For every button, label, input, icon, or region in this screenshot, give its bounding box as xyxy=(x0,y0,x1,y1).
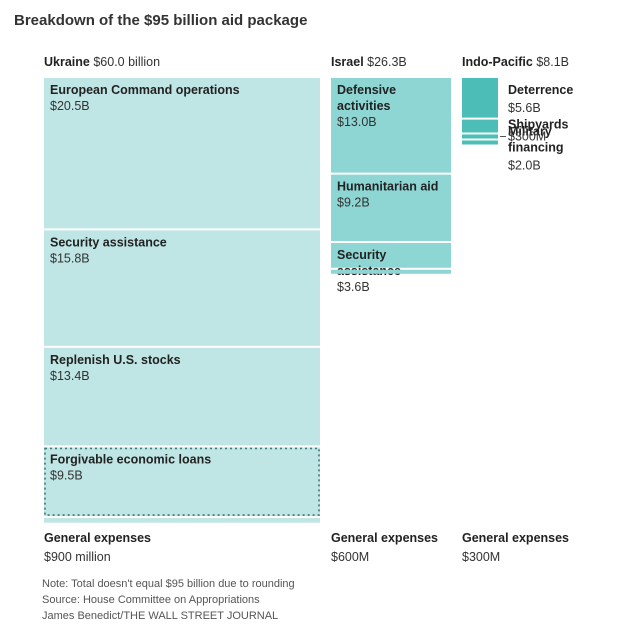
label-israel-humanitarian-aid: Humanitarian aid xyxy=(337,180,438,194)
label-ukraine-replenish-u-s-stocks: Replenish U.S. stocks xyxy=(50,353,181,367)
tile-israel-general-expenses xyxy=(331,269,451,274)
footnote-note: Note: Total doesn't equal $95 billion du… xyxy=(42,578,295,590)
value-israel-security-assistance: $3.6B xyxy=(337,280,370,294)
tile-ukraine-security-assistance xyxy=(44,230,320,346)
footnote-credit: James Benedict/THE WALL STREET JOURNAL xyxy=(42,610,279,622)
tile-ukraine-general-expenses xyxy=(44,518,320,523)
label-indo_pacific-general-expenses: General expenses xyxy=(462,531,569,545)
label-ukraine-general-expenses: General expenses xyxy=(44,531,151,545)
value-ukraine-replenish-u-s-stocks: $13.4B xyxy=(50,369,90,383)
label-indo_pacific-deterrence: Deterrence xyxy=(508,83,573,97)
label-ukraine-security-assistance: Security assistance xyxy=(50,235,167,249)
label-israel-security-assistance-l0: Security xyxy=(337,248,386,262)
label-israel-defensive-activities-l0: Defensive xyxy=(337,83,396,97)
value-ukraine-security-assistance: $15.8B xyxy=(50,251,90,265)
value-indo_pacific-military-financing: $2.0B xyxy=(508,159,541,173)
tile-indo_pacific-military-financing xyxy=(462,119,498,133)
label-indo_pacific-shipyards: Shipyards xyxy=(508,117,568,131)
tile-outline-ukraine-forgivable-economic-loans xyxy=(44,447,320,516)
header-israel: Israel $26.3B xyxy=(331,55,407,69)
tile-ukraine-forgivable-economic-loans xyxy=(44,447,320,517)
value-israel-defensive-activities: $13.0B xyxy=(337,115,377,129)
label-ukraine-forgivable-economic-loans: Forgivable economic loans xyxy=(50,452,211,466)
value-ukraine-general-expenses: $900 million xyxy=(44,550,111,564)
tile-israel-security-assistance xyxy=(331,243,451,268)
footnote-source: Source: House Committee on Appropriation… xyxy=(42,594,260,606)
value-indo_pacific-shipyards: $300M xyxy=(508,129,546,143)
value-israel-general-expenses: $600M xyxy=(331,550,369,564)
tile-israel-defensive-activities xyxy=(331,78,451,173)
label-indo_pacific-military-financing-l1: financing xyxy=(508,141,564,155)
tile-ukraine-european-command-operations xyxy=(44,78,320,229)
label-israel-defensive-activities-l1: activities xyxy=(337,99,391,113)
value-israel-humanitarian-aid: $9.2B xyxy=(337,196,370,210)
tile-indo_pacific-general-expenses xyxy=(462,140,498,145)
chart-title: Breakdown of the $95 billion aid package xyxy=(14,12,308,29)
tile-ukraine-replenish-u-s-stocks xyxy=(44,347,320,446)
tile-indo_pacific-deterrence xyxy=(462,78,498,118)
tile-indo_pacific-shipyards xyxy=(462,134,498,139)
label-israel-general-expenses: General expenses xyxy=(331,531,438,545)
value-ukraine-european-command-operations: $20.5B xyxy=(50,99,90,113)
label-indo_pacific-military-financing-l0: Military xyxy=(508,125,552,139)
tile-israel-humanitarian-aid xyxy=(331,174,451,242)
value-indo_pacific-general-expenses: $300M xyxy=(462,550,500,564)
value-ukraine-forgivable-economic-loans: $9.5B xyxy=(50,468,83,482)
header-indo_pacific: Indo-Pacific $8.1B xyxy=(462,55,569,69)
header-ukraine: Ukraine $60.0 billion xyxy=(44,55,160,69)
label-ukraine-european-command-operations: European Command operations xyxy=(50,83,240,97)
value-indo_pacific-deterrence: $5.6B xyxy=(508,101,541,115)
